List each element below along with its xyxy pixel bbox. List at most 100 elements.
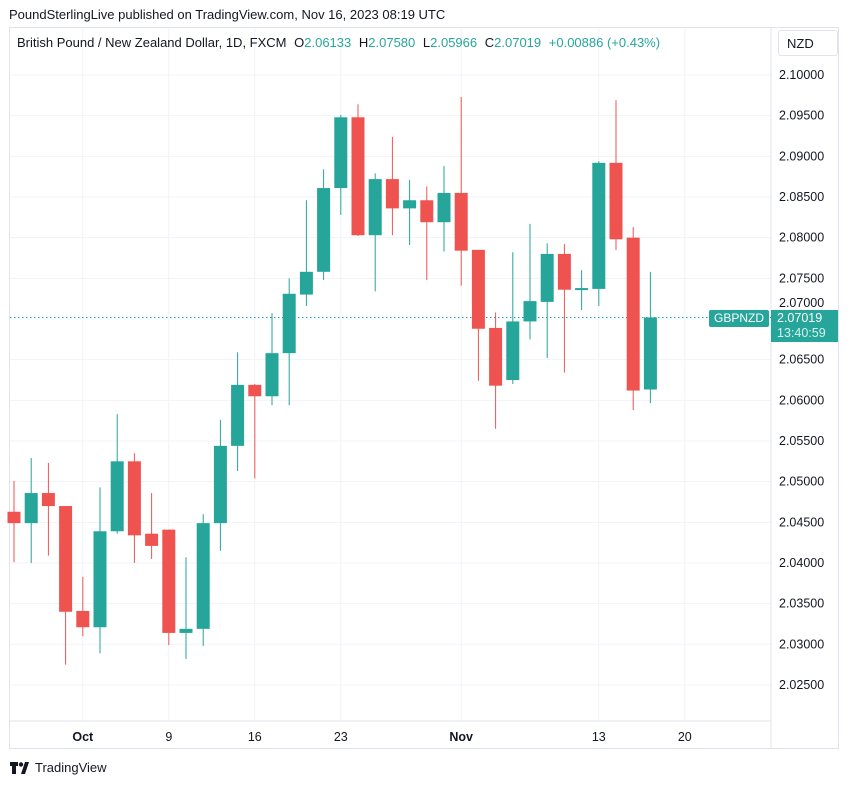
candle xyxy=(506,252,520,385)
candle xyxy=(248,384,262,479)
candle-body xyxy=(299,271,313,295)
tradingview-logo-icon xyxy=(10,761,29,774)
close-label: C xyxy=(484,35,495,50)
open-group: O2.06133 xyxy=(294,35,351,50)
candle xyxy=(609,100,623,250)
price-tick-label: 2.07500 xyxy=(779,271,824,285)
price-tick-label: 2.02500 xyxy=(779,678,824,692)
candle-body xyxy=(7,511,21,524)
candle xyxy=(76,576,90,637)
open-value: 2.06133 xyxy=(304,35,352,50)
price-tick-label: 2.08500 xyxy=(779,190,824,204)
currency-button[interactable]: NZD xyxy=(778,30,838,56)
candle xyxy=(489,312,503,429)
close-group: C2.07019 xyxy=(485,35,541,50)
candle-body xyxy=(110,461,124,532)
candle xyxy=(420,186,434,280)
bar-countdown: 13:40:59 xyxy=(777,326,826,340)
candle xyxy=(162,529,176,646)
symbol-title: British Pound / New Zealand Dollar, 1D, … xyxy=(17,35,287,50)
candle-body xyxy=(592,162,606,289)
price-tick-label: 2.05500 xyxy=(779,434,824,448)
price-tick-label: 2.09000 xyxy=(779,149,824,163)
candle-body xyxy=(334,117,348,189)
tradingview-brand[interactable]: TradingView xyxy=(10,760,107,775)
candle xyxy=(557,244,571,373)
candle xyxy=(299,200,313,306)
candle-body xyxy=(145,533,159,546)
price-tick-label: 2.03000 xyxy=(779,637,824,651)
candle xyxy=(59,506,73,665)
high-label: H xyxy=(358,35,369,50)
candle xyxy=(93,487,107,654)
candle xyxy=(334,114,348,215)
candle xyxy=(368,173,382,292)
candle-body xyxy=(506,321,520,380)
candle-body xyxy=(231,384,245,446)
time-tick-label: Oct xyxy=(72,730,94,744)
candle-body xyxy=(540,253,554,302)
candle-body xyxy=(93,531,107,628)
low-value: 2.05966 xyxy=(430,35,478,50)
candle-body xyxy=(162,529,176,633)
brand-name: TradingView xyxy=(35,760,107,775)
candle-body xyxy=(41,493,55,507)
open-label: O xyxy=(294,35,305,50)
candle xyxy=(179,557,193,659)
price-tick-label: 2.08000 xyxy=(779,231,824,245)
candle xyxy=(403,179,417,245)
candle xyxy=(454,96,468,286)
time-tick-label: 9 xyxy=(165,730,172,744)
symbol-tag: GBPNZD xyxy=(709,310,770,327)
candle-body xyxy=(24,493,38,524)
candle xyxy=(24,458,38,563)
candle-body xyxy=(403,200,417,209)
time-tick-label: 23 xyxy=(334,730,348,744)
candle-body xyxy=(626,237,640,391)
candle xyxy=(643,271,657,404)
close-value: 2.07019 xyxy=(494,35,542,50)
candle xyxy=(265,313,279,406)
ohlc-legend: British Pound / New Zealand Dollar, 1D, … xyxy=(17,35,660,50)
price-tick-label: 2.06000 xyxy=(779,393,824,407)
price-tick-label: 2.04500 xyxy=(779,515,824,529)
price-tick-label: 2.03500 xyxy=(779,597,824,611)
time-tick-label: Nov xyxy=(449,730,473,744)
time-tick-label: 13 xyxy=(592,730,606,744)
candle xyxy=(41,462,55,556)
low-group: L2.05966 xyxy=(423,35,477,50)
candle-body xyxy=(282,293,296,354)
candle xyxy=(626,227,640,411)
candle xyxy=(196,514,210,646)
candle-body xyxy=(317,188,331,272)
last-price-label: 2.07019 13:40:59 xyxy=(771,310,838,342)
candle-body xyxy=(385,179,399,209)
candle-body xyxy=(368,179,382,236)
candle-body xyxy=(213,445,227,524)
price-tick-label: 2.09500 xyxy=(779,109,824,123)
candle-body xyxy=(248,384,262,397)
candle xyxy=(592,161,606,306)
candle xyxy=(471,249,485,381)
candle xyxy=(385,136,399,236)
candle-body xyxy=(179,628,193,633)
candle-body xyxy=(351,117,365,236)
candle xyxy=(110,414,124,534)
price-tick-label: 2.05000 xyxy=(779,475,824,489)
high-group: H2.07580 xyxy=(359,35,415,50)
candle-body xyxy=(609,162,623,240)
candle-body xyxy=(523,301,537,322)
candle-body xyxy=(265,353,279,397)
candle xyxy=(127,453,141,563)
candle-body xyxy=(557,253,571,290)
candle-body xyxy=(76,610,90,628)
candle xyxy=(231,352,245,472)
high-value: 2.07580 xyxy=(368,35,416,50)
low-label: L xyxy=(422,35,431,50)
candle-body xyxy=(454,192,468,251)
time-tick-label: 16 xyxy=(248,730,262,744)
candle xyxy=(351,104,365,237)
price-tick-label: 2.07000 xyxy=(779,296,824,310)
candle-body xyxy=(59,506,73,612)
